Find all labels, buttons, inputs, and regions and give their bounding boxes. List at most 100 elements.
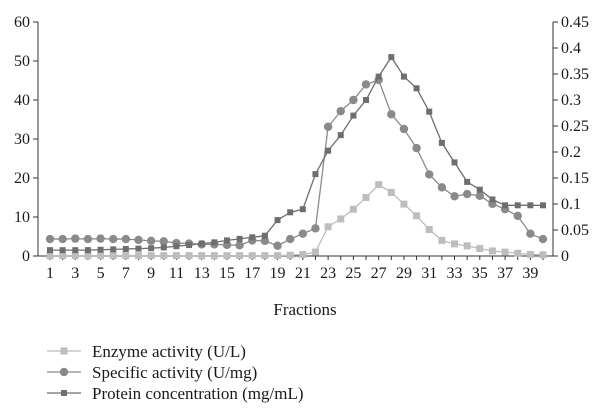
data-point	[399, 124, 409, 134]
data-point	[388, 54, 395, 61]
data-point	[274, 252, 282, 260]
x-tick-label: 31	[421, 265, 437, 282]
series-2	[45, 75, 548, 250]
series-line	[50, 79, 544, 247]
data-point	[476, 245, 484, 253]
data-point	[299, 206, 306, 213]
x-tick-label: 13	[194, 265, 210, 282]
data-point	[59, 252, 67, 260]
data-point	[83, 234, 93, 244]
data-point	[210, 252, 218, 260]
data-point	[285, 234, 295, 244]
legend-marker	[59, 367, 69, 377]
y2-tick-label: 0.4	[561, 40, 581, 57]
data-point	[337, 132, 344, 139]
x-tick-label: 37	[497, 265, 513, 282]
data-point	[425, 225, 433, 233]
data-point	[463, 242, 471, 250]
x-tick-label: 25	[345, 265, 361, 282]
data-point	[71, 252, 79, 260]
data-point	[312, 171, 319, 178]
legend: Enzyme activity (U/L) Specific activity (…	[47, 342, 304, 403]
legend-item: Protein concentration (mg/mL)	[47, 384, 304, 403]
x-tick-label: 11	[169, 265, 184, 282]
data-point	[526, 229, 535, 238]
data-point	[363, 97, 370, 103]
y-tick-label: 60	[14, 14, 30, 31]
data-point	[59, 247, 66, 254]
y-tick-label: 20	[14, 170, 30, 187]
y-tick-label: 0	[22, 248, 30, 265]
y2-tick-label: 0.2	[561, 144, 581, 161]
data-point	[526, 250, 534, 258]
data-point	[236, 252, 244, 260]
data-point	[45, 234, 55, 244]
data-point	[311, 224, 320, 233]
data-point	[286, 251, 294, 259]
data-point	[337, 215, 345, 223]
series-1	[46, 181, 547, 260]
data-point	[462, 189, 472, 199]
legend-item: Specific activity (U/mg)	[47, 363, 257, 382]
x-axis-label: Fractions	[273, 300, 336, 319]
data-point	[412, 143, 421, 153]
data-point	[198, 240, 205, 247]
legend-label: Enzyme activity (U/L)	[92, 342, 246, 361]
data-point	[134, 235, 143, 245]
data-point	[109, 252, 117, 260]
data-point	[336, 106, 345, 116]
data-point	[121, 234, 131, 244]
data-point	[475, 191, 484, 201]
data-point	[173, 243, 180, 250]
data-point	[223, 237, 230, 244]
data-point	[387, 188, 395, 196]
data-point	[122, 245, 129, 252]
data-point	[438, 139, 445, 146]
y2-tick-label: 0.25	[561, 118, 589, 135]
data-point	[249, 234, 256, 241]
data-point	[539, 251, 547, 259]
data-point	[235, 241, 244, 250]
y2-tick-label: 0.05	[561, 222, 589, 239]
data-point	[489, 196, 496, 203]
x-tick-label: 33	[447, 265, 463, 282]
data-point	[400, 73, 407, 80]
x-tick-label: 27	[371, 265, 387, 282]
data-point	[261, 232, 268, 239]
data-point	[451, 240, 459, 248]
y2-tick-label: 0.35	[561, 66, 589, 83]
legend-label: Protein concentration (mg/mL)	[92, 384, 304, 403]
data-point	[159, 237, 168, 246]
data-point	[160, 244, 167, 251]
data-point	[488, 247, 496, 255]
data-point	[198, 252, 206, 260]
data-point	[349, 205, 357, 213]
data-point	[84, 252, 92, 260]
data-point	[298, 229, 308, 238]
x-tick-label: 1	[46, 265, 54, 282]
data-point	[223, 252, 231, 260]
data-point	[538, 234, 548, 244]
x-tick-label: 23	[320, 265, 336, 282]
data-point	[47, 247, 53, 254]
x-tick-label: 21	[295, 265, 311, 282]
x-tick-label: 35	[472, 265, 488, 282]
x-tick-label: 9	[147, 265, 155, 282]
data-point	[350, 112, 357, 119]
series-3	[47, 54, 546, 254]
data-point	[513, 211, 522, 221]
x-tick-label: 19	[270, 265, 286, 282]
legend-marker	[61, 390, 67, 396]
data-point	[273, 241, 282, 250]
x-tick-label: 39	[522, 265, 538, 282]
data-point	[46, 252, 54, 260]
data-point	[135, 245, 142, 252]
x-tick-label: 5	[97, 265, 105, 282]
chart-series	[45, 54, 548, 260]
data-point	[58, 234, 67, 244]
chart-axes: 0 10 20 30 40 50 60 0 0.05 0.1 0.15 0.2 0.25 0.3 0.35 0…	[14, 14, 589, 282]
x-tick-label: 17	[244, 265, 260, 282]
data-point	[437, 183, 447, 192]
data-point	[97, 252, 105, 260]
